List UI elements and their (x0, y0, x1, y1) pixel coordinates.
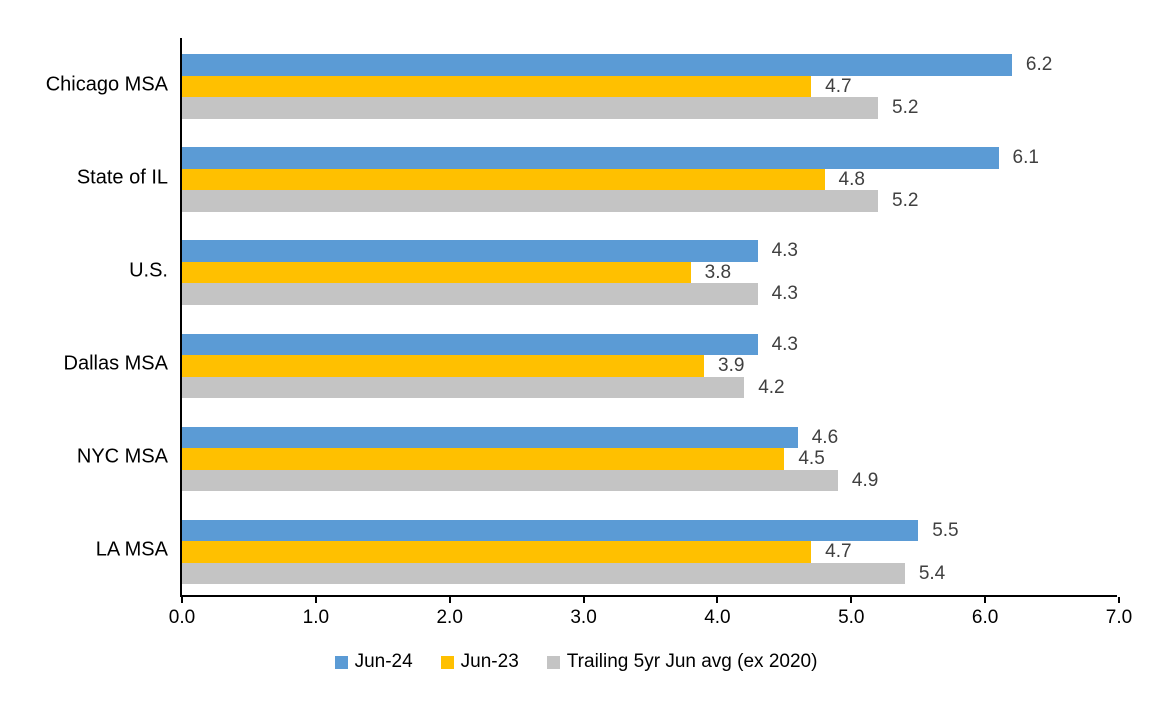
legend-item-trailing-5yr-jun-avg-ex-2020: Trailing 5yr Jun avg (ex 2020) (546, 651, 818, 673)
data-label-jun-23-u-s: 3.8 (704, 261, 732, 283)
bar-jun-23-chicago-msa (182, 75, 812, 97)
x-axis-tick-3-0 (582, 597, 585, 603)
data-label-jun-24-u-s: 4.3 (771, 240, 798, 262)
plot-area: Chicago MSA 6.2 4.7 5.2 State of IL 6.1 4.8 5.2… (46, 38, 1132, 628)
data-label-trailing-5yr-jun-avg-ex-2020-la-msa: 5.4 (918, 562, 946, 584)
x-axis-tick-4-0 (716, 597, 719, 603)
x-axis-tick-5-0 (850, 597, 853, 603)
bar-trailing-5yr-jun-avg-ex-2020-chicago-msa (182, 97, 879, 119)
x-axis-tick-label-4-0: 4.0 (704, 607, 731, 628)
x-axis-tick-label-1-0: 1.0 (302, 607, 330, 628)
legend-swatch-icon (440, 655, 454, 669)
bar-jun-24-u-s (182, 240, 758, 262)
bar-jun-24-chicago-msa (182, 54, 1012, 76)
category-label-dallas-msa: Dallas MSA (63, 352, 168, 375)
x-axis-tick-label-6-0: 6.0 (971, 607, 999, 628)
category-row-chicago-msa: Chicago MSA 6.2 4.7 5.2 (46, 38, 1117, 131)
data-label-jun-23-nyc-msa: 4.5 (798, 448, 825, 470)
x-axis-tick-2-0 (448, 597, 451, 603)
category-row-nyc-msa: NYC MSA 4.6 4.5 4.9 (77, 411, 1117, 504)
data-label-trailing-5yr-jun-avg-ex-2020-nyc-msa: 4.9 (851, 469, 879, 491)
data-label-jun-24-dallas-msa: 4.3 (771, 333, 798, 355)
bar-trailing-5yr-jun-avg-ex-2020-u-s (182, 283, 758, 305)
category-label-chicago-msa: Chicago MSA (45, 73, 168, 96)
bar-jun-23-la-msa (182, 541, 812, 563)
bar-trailing-5yr-jun-avg-ex-2020-state-of-il (182, 190, 879, 212)
category-label-u-s: U.S. (129, 259, 168, 282)
data-label-jun-24-state-of-il: 6.1 (1012, 147, 1039, 169)
bar-jun-23-state-of-il (182, 168, 825, 191)
data-label-jun-23-la-msa: 4.7 (825, 541, 852, 563)
legend-label-jun-23: Jun-23 (460, 651, 519, 672)
category-row-la-msa: LA MSA 5.5 4.7 5.4 (96, 504, 1117, 597)
x-axis-tick-label-7-0: 7.0 (1105, 607, 1133, 628)
category-row-u-s: U.S. 4.3 3.8 4.3 (129, 224, 1117, 317)
x-axis-tick-label-2-0: 2.0 (436, 607, 463, 628)
legend: Jun-24 Jun-23 Trailing 5yr Jun avg (ex 202… (0, 651, 1152, 673)
bar-trailing-5yr-jun-avg-ex-2020-dallas-msa (182, 376, 745, 398)
data-label-jun-23-chicago-msa: 4.7 (825, 75, 852, 97)
legend-label-jun-24: Jun-24 (354, 651, 413, 672)
bar-jun-24-state-of-il (182, 147, 999, 169)
x-axis-tick-label-0-0: 0.0 (168, 607, 196, 628)
data-label-trailing-5yr-jun-avg-ex-2020-chicago-msa: 5.2 (892, 97, 919, 118)
data-label-jun-23-state-of-il: 4.8 (838, 168, 865, 190)
bar-jun-24-la-msa (182, 519, 919, 542)
legend-item-jun-23: Jun-23 (440, 651, 519, 673)
legend-item-jun-24: Jun-24 (334, 651, 413, 673)
category-row-state-of-il: State of IL 6.1 4.8 5.2 (77, 131, 1117, 224)
category-label-nyc-msa: NYC MSA (76, 445, 168, 468)
bar-jun-24-dallas-msa (182, 333, 758, 355)
category-label-la-msa: LA MSA (95, 538, 168, 561)
data-label-jun-24-la-msa: 5.5 (932, 519, 959, 541)
data-label-jun-23-dallas-msa: 3.9 (718, 355, 745, 376)
bar-jun-24-nyc-msa (182, 426, 798, 449)
category-row-dallas-msa: Dallas MSA 4.3 3.9 4.2 (64, 318, 1117, 411)
x-axis-tick-label-5-0: 5.0 (838, 607, 865, 628)
bar-jun-23-u-s (182, 261, 691, 284)
x-axis-tick-1-0 (314, 597, 317, 603)
x-axis-tick-7-0 (1118, 597, 1120, 603)
data-label-jun-24-nyc-msa: 4.6 (811, 426, 839, 448)
bar-jun-23-nyc-msa (182, 448, 785, 470)
data-label-jun-24-chicago-msa: 6.2 (1025, 54, 1053, 75)
bar-trailing-5yr-jun-avg-ex-2020-la-msa (182, 562, 905, 585)
x-axis-tick-6-0 (984, 597, 987, 603)
data-label-trailing-5yr-jun-avg-ex-2020-dallas-msa: 4.2 (758, 376, 785, 398)
category-label-state-of-il: State of IL (76, 166, 168, 189)
bar-jun-23-dallas-msa (182, 355, 705, 377)
legend-swatch-icon (546, 655, 560, 669)
data-label-trailing-5yr-jun-avg-ex-2020-u-s: 4.3 (771, 283, 798, 305)
legend-label-trailing-5yr-jun-avg-ex-2020: Trailing 5yr Jun avg (ex 2020) (566, 651, 818, 672)
legend-swatch-icon (334, 655, 348, 669)
x-axis-tick-0-0 (181, 597, 183, 603)
bar-trailing-5yr-jun-avg-ex-2020-nyc-msa (182, 469, 838, 492)
data-label-trailing-5yr-jun-avg-ex-2020-state-of-il: 5.2 (892, 190, 919, 212)
x-axis-tick-label-3-0: 3.0 (570, 607, 597, 628)
